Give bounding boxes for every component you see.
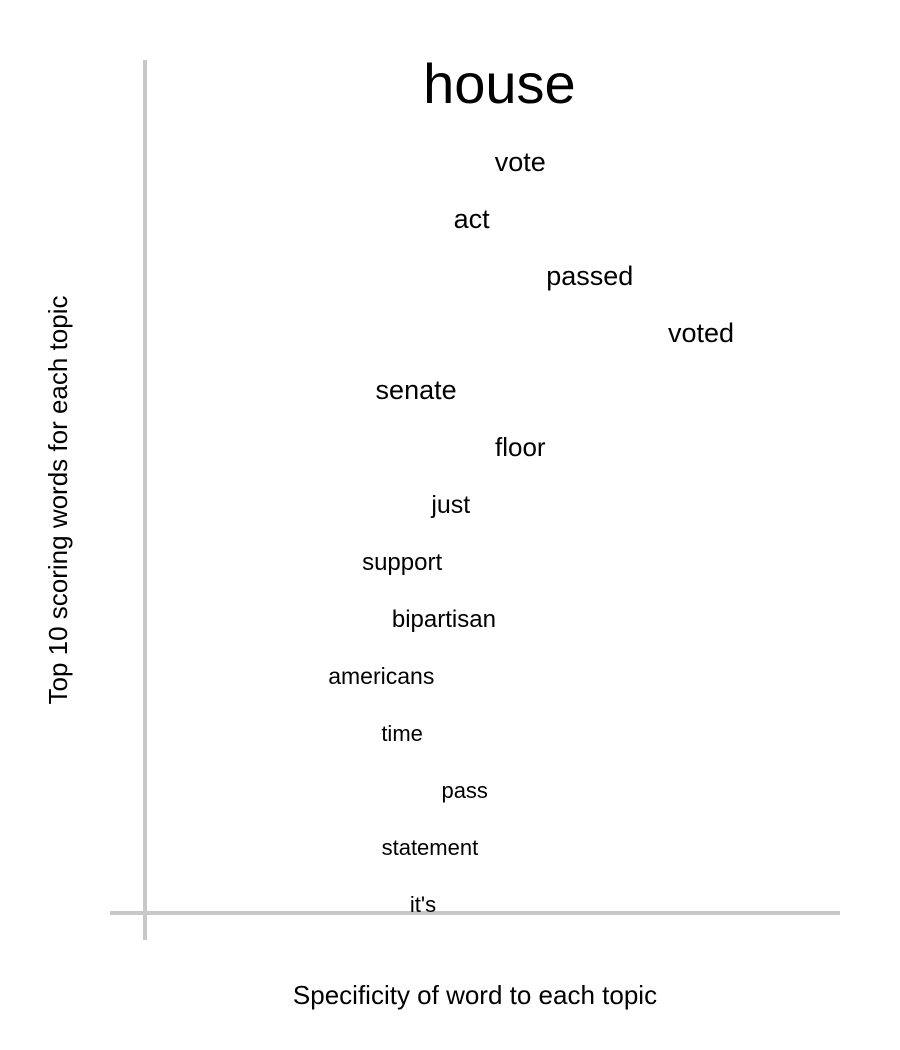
word-label-just: just [430, 491, 470, 519]
word-label-pass: pass [441, 778, 487, 803]
word-label-its: it's [410, 892, 436, 917]
x-axis-label: Specificity of word to each topic [293, 980, 657, 1010]
word-label-passed: passed [546, 261, 633, 291]
word-label-vote: vote [495, 147, 546, 177]
word-label-act: act [454, 204, 491, 234]
word-label-time: time [381, 721, 423, 746]
word-label-house: house [423, 52, 576, 115]
y-axis-label: Top 10 scoring words for each topic [43, 296, 73, 705]
word-label-americans: americans [328, 663, 434, 689]
word-label-floor: floor [495, 432, 546, 462]
word-label-support: support [362, 549, 442, 576]
word-label-statement: statement [382, 835, 479, 860]
word-label-bipartisan: bipartisan [392, 606, 496, 633]
word-label-voted: voted [668, 318, 734, 348]
word-label-senate: senate [376, 375, 457, 405]
